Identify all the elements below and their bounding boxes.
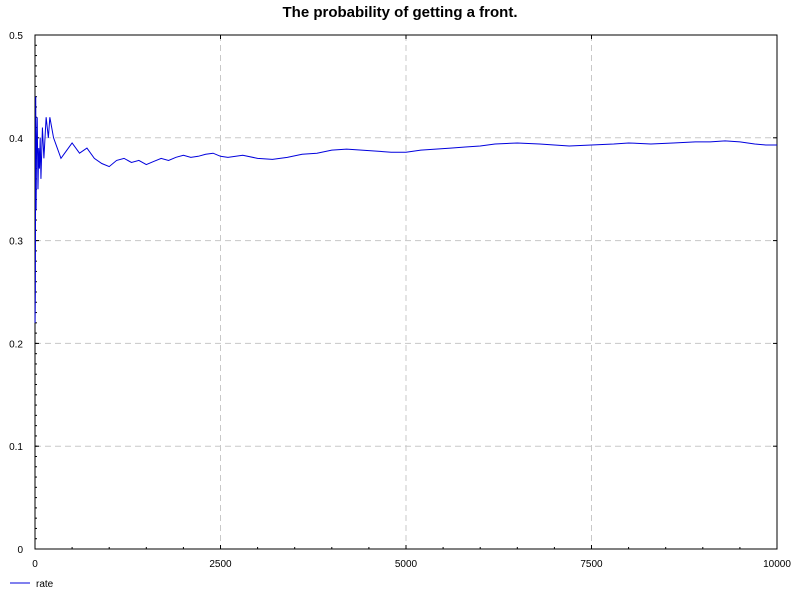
y-tick-label: 0.4 — [9, 134, 23, 145]
y-tick-label: 0.3 — [9, 237, 23, 248]
y-tick-label: 0 — [17, 545, 23, 556]
grid-layer — [35, 35, 777, 549]
ticks-layer: 0 2500 5000 7500 10000 0 0.1 0.2 0.3 0.4 0.5 — [9, 31, 791, 570]
legend-label-rate: rate — [36, 579, 54, 590]
legend: rate — [10, 579, 54, 590]
y-tick-label: 0.1 — [9, 442, 23, 453]
x-tick-label: 0 — [32, 559, 38, 570]
x-tick-label: 10000 — [763, 559, 791, 570]
y-tick-label: 0.5 — [9, 31, 23, 42]
series-layer — [34, 96, 777, 323]
chart-title: The probability of getting a front. — [283, 4, 518, 21]
x-tick-label: 2500 — [209, 559, 232, 570]
y-tick-label: 0.2 — [9, 339, 23, 350]
x-tick-label: 5000 — [395, 559, 418, 570]
series-line-rate — [34, 96, 777, 323]
x-tick-label: 7500 — [580, 559, 603, 570]
